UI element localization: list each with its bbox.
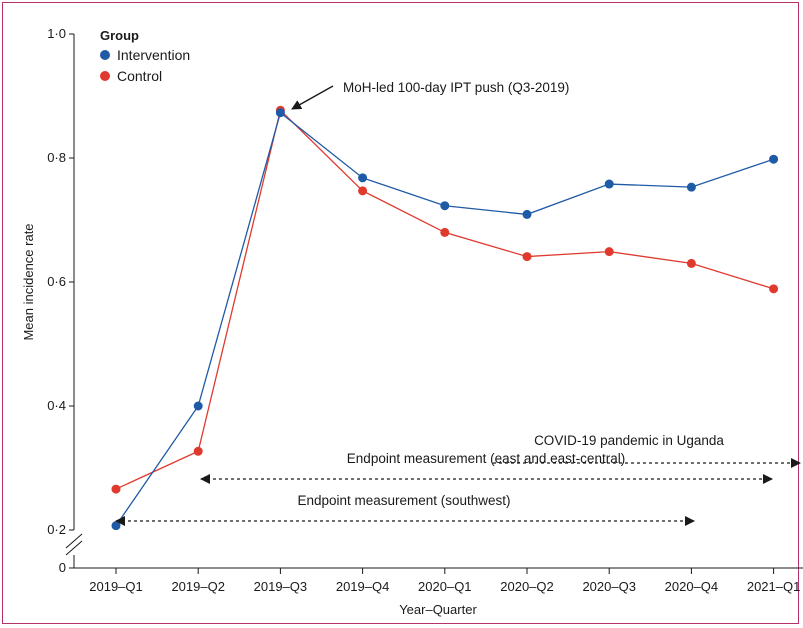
annotation-covid-label: COVID-19 pandemic in Uganda xyxy=(534,433,724,448)
data-point-control xyxy=(440,227,450,237)
data-point-control xyxy=(686,258,696,268)
x-tick-label: 2019–Q4 xyxy=(336,579,390,594)
x-tick-label: 2019–Q3 xyxy=(254,579,308,594)
annotations: MoH-led 100-day IPT push (Q3-2019) COVID… xyxy=(115,80,801,526)
legend-label-control: Control xyxy=(117,68,162,84)
data-point-control xyxy=(111,484,121,494)
annotation-ipt-push-label: MoH-led 100-day IPT push (Q3-2019) xyxy=(343,80,569,95)
series-group xyxy=(111,105,779,531)
y-tick-label: 0·6 xyxy=(47,274,66,289)
data-point-intervention xyxy=(522,209,532,219)
y-axis-title: Mean incidence rate xyxy=(21,223,36,340)
x-tick-label: 2020–Q1 xyxy=(418,579,472,594)
data-point-intervention xyxy=(275,108,285,118)
data-point-intervention xyxy=(193,401,203,411)
x-axis-title: Year–Quarter xyxy=(399,602,477,617)
legend-marker-control xyxy=(100,71,110,81)
x-tick-label: 2020–Q2 xyxy=(500,579,554,594)
data-point-control xyxy=(604,247,614,257)
legend: Group Intervention Control xyxy=(100,28,190,84)
y-tick-label: 1·0 xyxy=(47,26,66,41)
y-tick-label-zero: 0 xyxy=(59,560,66,575)
data-point-intervention xyxy=(358,173,368,183)
legend-label-intervention: Intervention xyxy=(117,47,190,63)
x-tick-label: 2019–Q2 xyxy=(171,579,225,594)
x-tick-label: 2019–Q1 xyxy=(89,579,143,594)
data-point-control xyxy=(769,284,779,294)
x-tick-label: 2020–Q3 xyxy=(582,579,636,594)
data-point-intervention xyxy=(769,154,779,164)
x-tick-label: 2021–Q1 xyxy=(747,579,801,594)
annotation-southwest-label: Endpoint measurement (southwest) xyxy=(297,493,510,508)
data-point-intervention xyxy=(440,201,450,211)
annotation-east-label: Endpoint measurement (east and east-cent… xyxy=(347,451,625,466)
data-point-control xyxy=(522,252,532,262)
data-point-intervention xyxy=(111,521,121,531)
data-point-control xyxy=(193,446,203,456)
x-tick-label: 2020–Q4 xyxy=(665,579,719,594)
legend-marker-intervention xyxy=(100,50,110,60)
x-axis: 2019–Q1 2019–Q2 2019–Q3 2019–Q4 2020–Q1 2020–… xyxy=(74,567,803,617)
data-point-control xyxy=(358,186,368,196)
y-tick-label: 0·8 xyxy=(47,150,66,165)
y-tick-label: 0·2 xyxy=(47,522,66,537)
axis-break xyxy=(65,533,83,556)
data-point-intervention xyxy=(604,179,614,189)
y-tick-label: 0·4 xyxy=(47,398,66,413)
y-axis: 0·2 0·4 0·6 0·8 1·0 0 Mean incidence rate xyxy=(21,26,83,575)
data-point-intervention xyxy=(686,182,696,192)
legend-title: Group xyxy=(100,28,139,43)
annotation-ipt-push-arrow xyxy=(291,85,334,110)
